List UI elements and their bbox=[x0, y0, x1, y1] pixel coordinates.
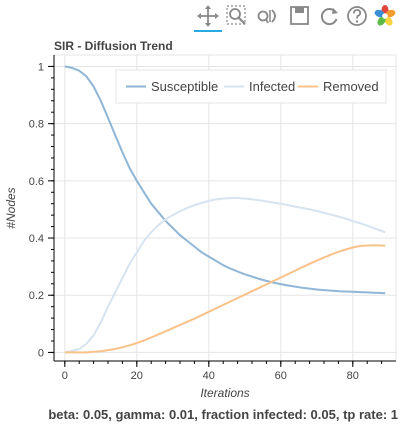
x-axis-label: Iterations bbox=[200, 386, 249, 400]
parameters-caption: beta: 0.05, gamma: 0.01, fraction infect… bbox=[48, 407, 398, 422]
legend-label-removed[interactable]: Removed bbox=[323, 79, 379, 94]
bokeh-logo-icon bbox=[374, 5, 396, 26]
legend-label-susceptible[interactable]: Susceptible bbox=[151, 79, 218, 94]
reset-tool-button[interactable] bbox=[316, 2, 342, 30]
x-tick-label: 60 bbox=[275, 370, 287, 382]
pan-tool-button[interactable] bbox=[194, 2, 222, 32]
y-tick-label: 0.2 bbox=[29, 290, 44, 302]
series-layer bbox=[64, 65, 386, 354]
pan-icon bbox=[197, 5, 219, 27]
sir-chart[interactable]: SIR - Diffusion Trend 0 20 40 60 80 0 0.2 0.4 0.… bbox=[0, 0, 400, 405]
x-tick-label: 20 bbox=[131, 370, 143, 382]
wheel-zoom-tool-button[interactable] bbox=[256, 2, 282, 30]
y-tick-label: 0 bbox=[38, 347, 44, 359]
reset-icon bbox=[320, 8, 338, 26]
box-zoom-tool-button[interactable] bbox=[224, 2, 250, 30]
series-line-infected bbox=[64, 197, 386, 354]
wheel-zoom-icon bbox=[257, 9, 276, 24]
x-tick-label: 80 bbox=[347, 370, 359, 382]
help-tool-button[interactable] bbox=[344, 2, 370, 30]
plot-toolbar bbox=[190, 2, 400, 32]
bokeh-logo[interactable] bbox=[372, 2, 398, 30]
help-icon bbox=[347, 6, 367, 26]
y-tick-label: 0.8 bbox=[29, 119, 44, 131]
series-line-susceptible bbox=[64, 65, 386, 295]
y-tick-label: 1 bbox=[38, 61, 44, 73]
plot-frame bbox=[53, 54, 397, 362]
y-axis-label: #Nodes bbox=[4, 187, 18, 228]
legend-label-infected[interactable]: Infected bbox=[249, 79, 295, 94]
box-zoom-icon bbox=[226, 5, 246, 25]
x-tick-label: 40 bbox=[203, 370, 215, 382]
x-tick-label: 0 bbox=[62, 370, 68, 382]
y-tick-label: 0.6 bbox=[29, 176, 44, 188]
series-line-removed bbox=[64, 244, 386, 354]
save-tool-button[interactable] bbox=[288, 2, 312, 30]
legend[interactable]: Susceptible Infected Removed bbox=[115, 69, 387, 104]
chart-title: SIR - Diffusion Trend bbox=[54, 39, 173, 53]
axes: 0 20 40 60 80 0 0.2 0.4 0.6 0.8 1 bbox=[29, 55, 396, 382]
y-tick-label: 0.4 bbox=[29, 233, 44, 245]
legend-box bbox=[115, 69, 387, 104]
save-icon bbox=[290, 6, 309, 25]
